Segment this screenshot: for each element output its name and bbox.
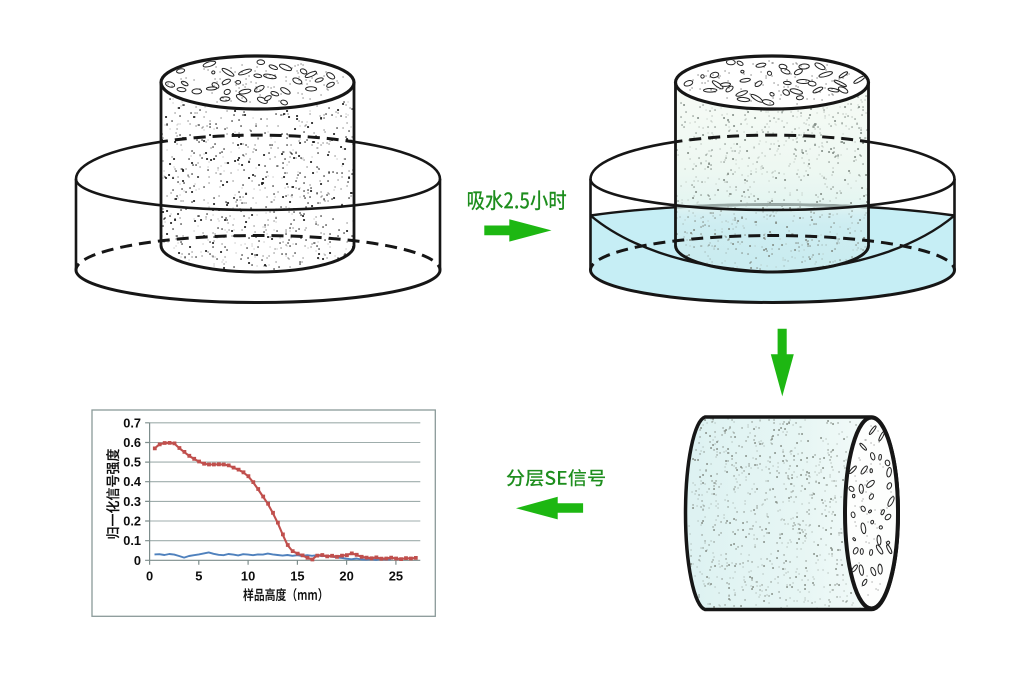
svg-text:0: 0 — [146, 569, 153, 584]
svg-text:0.7: 0.7 — [123, 415, 141, 430]
svg-text:0.3: 0.3 — [123, 494, 141, 509]
svg-text:0.4: 0.4 — [123, 474, 142, 489]
svg-text:10: 10 — [241, 569, 255, 584]
svg-text:25: 25 — [389, 569, 403, 584]
svg-text:0.2: 0.2 — [123, 514, 141, 529]
svg-text:0.5: 0.5 — [123, 455, 141, 470]
svg-text:0: 0 — [134, 553, 141, 568]
svg-text:0.6: 0.6 — [123, 435, 141, 450]
svg-text:5: 5 — [195, 569, 202, 584]
svg-text:20: 20 — [339, 569, 353, 584]
svg-text:0.1: 0.1 — [123, 533, 141, 548]
svg-text:15: 15 — [290, 569, 304, 584]
